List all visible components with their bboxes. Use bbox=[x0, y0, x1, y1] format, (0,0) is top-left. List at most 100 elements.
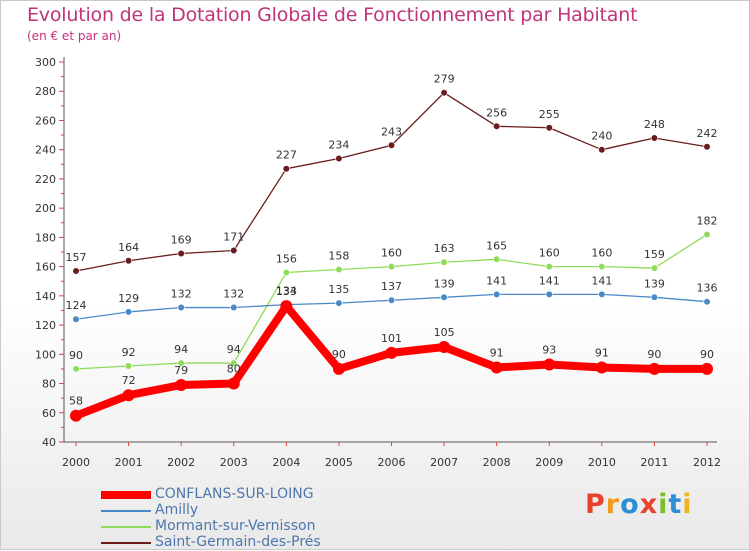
data-label: 160 bbox=[591, 247, 612, 260]
data-label: 129 bbox=[118, 292, 139, 305]
legend-label: CONFLANS-SUR-LOING bbox=[155, 486, 314, 502]
data-label: 124 bbox=[66, 299, 87, 312]
data-point bbox=[493, 122, 501, 130]
data-label: 171 bbox=[223, 231, 244, 244]
data-point bbox=[440, 293, 448, 301]
data-point bbox=[543, 358, 556, 371]
y-tick-label: 80 bbox=[42, 378, 56, 391]
y-tick-label: 200 bbox=[35, 202, 56, 215]
data-label: 242 bbox=[697, 127, 718, 140]
x-tick-label: 2008 bbox=[483, 456, 511, 469]
data-point bbox=[227, 377, 240, 390]
x-tick-label: 2003 bbox=[220, 456, 248, 469]
y-tick-label: 180 bbox=[35, 231, 56, 244]
data-label: 90 bbox=[332, 348, 346, 361]
data-label: 72 bbox=[122, 374, 136, 387]
data-point bbox=[177, 359, 185, 367]
x-tick-label: 2001 bbox=[115, 456, 143, 469]
data-point bbox=[650, 134, 659, 142]
logo-letter: P bbox=[585, 489, 606, 520]
data-point bbox=[545, 263, 553, 271]
x-tick-label: 2007 bbox=[430, 456, 458, 469]
data-label: 156 bbox=[276, 252, 297, 265]
data-label: 240 bbox=[591, 130, 612, 143]
y-tick-label: 160 bbox=[35, 261, 56, 274]
data-point bbox=[177, 303, 185, 312]
logo-letter: t bbox=[668, 489, 683, 520]
x-tick-label: 2010 bbox=[588, 456, 616, 469]
y-tick-label: 260 bbox=[35, 114, 56, 127]
chart-title: Evolution de la Dotation Globale de Fonc… bbox=[27, 4, 638, 26]
x-tick-label: 2002 bbox=[167, 456, 195, 469]
data-label: 92 bbox=[122, 346, 136, 359]
data-point bbox=[72, 365, 80, 373]
y-tick-label: 40 bbox=[42, 436, 56, 449]
data-label: 80 bbox=[227, 363, 241, 376]
data-label: 101 bbox=[381, 332, 402, 345]
data-label: 160 bbox=[381, 247, 402, 260]
data-label: 164 bbox=[118, 241, 139, 254]
proxiti-logo: Proxiti bbox=[585, 489, 693, 520]
data-label: 227 bbox=[276, 149, 297, 162]
data-point bbox=[230, 359, 238, 367]
data-label: 256 bbox=[486, 106, 507, 119]
data-point bbox=[440, 89, 448, 97]
data-point bbox=[124, 257, 133, 265]
x-tick-label: 2012 bbox=[693, 456, 721, 469]
data-label: 248 bbox=[644, 118, 665, 131]
x-tick-label: 2009 bbox=[535, 456, 563, 469]
data-point bbox=[703, 298, 711, 306]
logo-letter: o bbox=[620, 489, 640, 520]
data-point bbox=[650, 293, 659, 301]
y-tick-label: 100 bbox=[35, 348, 56, 361]
data-point bbox=[335, 154, 343, 163]
data-point bbox=[335, 299, 343, 307]
data-label: 243 bbox=[381, 125, 402, 138]
data-label: 94 bbox=[174, 343, 188, 356]
data-point bbox=[282, 268, 290, 277]
data-point bbox=[598, 263, 606, 271]
logo-letter: i bbox=[658, 489, 669, 520]
x-tick-label: 2006 bbox=[378, 456, 406, 469]
data-point bbox=[72, 315, 80, 323]
x-tick-label: 2004 bbox=[272, 456, 300, 469]
data-label: 135 bbox=[328, 283, 349, 296]
logo-letter: x bbox=[639, 489, 659, 520]
data-label: 139 bbox=[644, 277, 665, 290]
y-tick-label: 280 bbox=[35, 85, 56, 98]
data-label: 182 bbox=[697, 214, 718, 227]
data-point bbox=[282, 165, 290, 173]
data-point bbox=[387, 263, 396, 271]
data-point bbox=[387, 141, 396, 149]
data-point bbox=[122, 389, 135, 402]
data-point bbox=[438, 341, 451, 353]
logo-letter: i bbox=[682, 489, 693, 520]
data-point bbox=[545, 290, 553, 298]
data-point bbox=[175, 379, 188, 391]
data-point bbox=[230, 246, 238, 255]
data-label: 165 bbox=[486, 239, 507, 252]
data-label: 136 bbox=[697, 282, 718, 295]
series-line bbox=[72, 302, 711, 420]
chart-subtitle: (en € et par an) bbox=[27, 29, 122, 43]
data-label: 91 bbox=[490, 346, 504, 359]
data-point bbox=[385, 346, 398, 359]
data-label: 79 bbox=[174, 364, 188, 377]
x-tick-label: 2000 bbox=[62, 456, 90, 469]
data-label: 58 bbox=[69, 395, 83, 408]
data-label: 90 bbox=[700, 348, 714, 361]
data-point bbox=[124, 308, 133, 316]
data-point bbox=[72, 267, 80, 275]
legend-swatch bbox=[101, 526, 151, 528]
data-label: 105 bbox=[434, 326, 455, 339]
data-label: 141 bbox=[591, 274, 612, 287]
data-label: 133 bbox=[276, 285, 297, 298]
data-point bbox=[70, 409, 82, 422]
data-point bbox=[703, 143, 711, 151]
data-label: 160 bbox=[539, 247, 560, 260]
data-label: 255 bbox=[539, 108, 560, 121]
data-point bbox=[335, 265, 343, 274]
y-tick-label: 220 bbox=[35, 173, 56, 186]
